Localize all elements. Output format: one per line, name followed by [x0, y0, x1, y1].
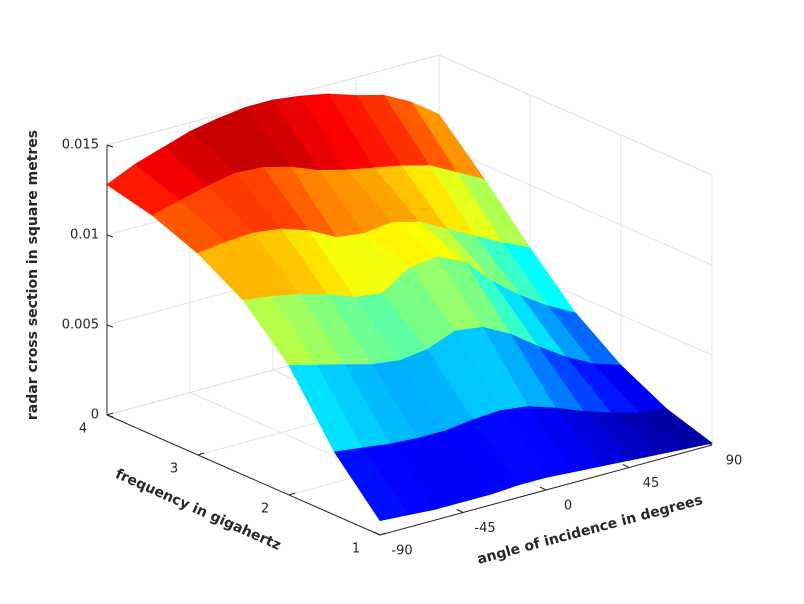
x-tick-label: -90 — [391, 544, 412, 559]
z-tick-label: 0.015 — [62, 138, 99, 153]
x-tick-label: 0 — [564, 499, 572, 514]
grid-line — [438, 144, 713, 266]
tick-mark — [106, 234, 114, 238]
tick-mark — [197, 452, 205, 456]
y-tick-label: 2 — [261, 502, 269, 517]
tick-mark — [106, 324, 114, 328]
tick-mark — [379, 532, 387, 536]
x-axis-label: angle of incidence in degrees — [476, 492, 705, 568]
y-tick-label: 3 — [170, 462, 178, 477]
x-tick-label: 45 — [643, 476, 660, 491]
tick-mark — [539, 486, 547, 491]
tick-mark — [373, 531, 381, 536]
tick-mark — [288, 492, 296, 496]
tick-mark — [106, 144, 114, 148]
z-tick-label: 0 — [91, 408, 99, 423]
surface-patch — [333, 447, 409, 522]
y-tick-label: 4 — [79, 422, 87, 437]
tick-mark — [456, 509, 464, 513]
tick-mark — [106, 414, 114, 418]
x-tick-label: -45 — [474, 521, 495, 536]
y-tick-label: 1 — [352, 542, 360, 557]
x-tick-label: 90 — [726, 454, 743, 469]
y-axis-label: frequency in gigahertz — [113, 466, 283, 554]
axis-line — [106, 414, 381, 536]
z-tick-label: 0.01 — [70, 228, 99, 243]
tick-mark — [106, 412, 114, 416]
z-tick-label: 0.005 — [62, 318, 99, 333]
grid-line — [438, 54, 713, 176]
tick-mark — [622, 464, 630, 468]
z-axis-label: radar cross section in square metres — [25, 130, 41, 420]
